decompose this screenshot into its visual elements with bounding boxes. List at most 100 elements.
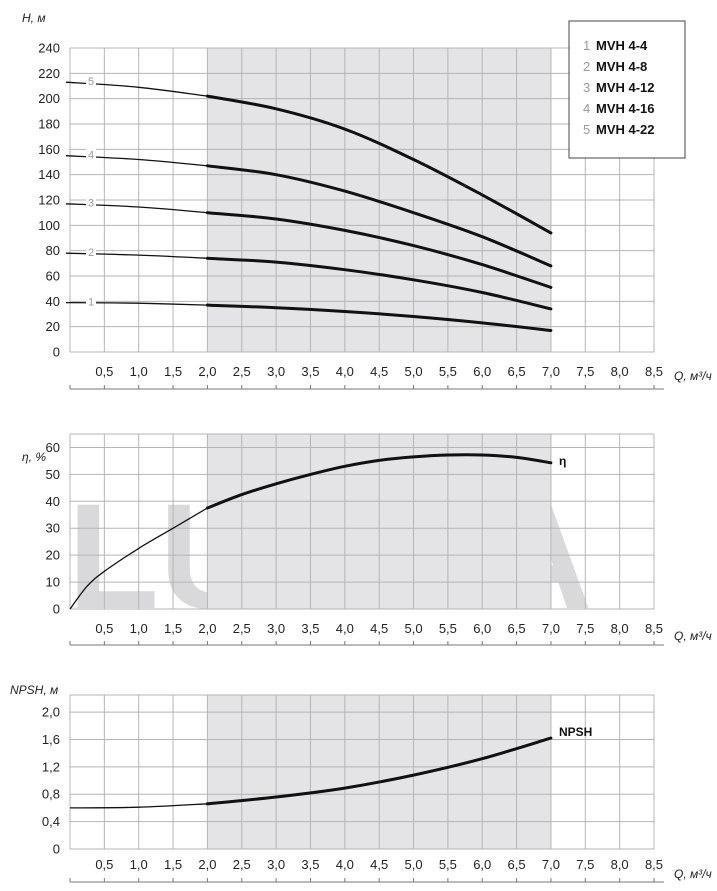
efficiency-x-tick-label: 7,5 — [576, 621, 594, 636]
npsh-y-tick-label: 0,8 — [42, 787, 60, 802]
npsh-x-tick-label: 7,0 — [542, 857, 560, 872]
head-x-tick-label: 8,5 — [645, 364, 663, 379]
efficiency-chart: 0 10 20 30 40 50 60 0,5 1,0 1,5 2,0 2,5 3,0 3,5 4,0 4,5… — [22, 433, 712, 646]
efficiency-x-tick-label: 3,0 — [267, 621, 285, 636]
npsh-x-tick-label: 5,0 — [404, 857, 422, 872]
npsh-y-tick-label: 1,6 — [42, 732, 60, 747]
curve-number-background — [86, 295, 96, 308]
curve-number-4: 4 — [88, 150, 94, 162]
head-curve-4 — [205, 164, 553, 268]
npsh-y-tick-label: 1,2 — [42, 759, 60, 774]
legend-number-5: 5 — [583, 122, 590, 137]
efficiency-y-tick-label: 0 — [53, 602, 60, 617]
legend-number-1: 1 — [583, 38, 590, 53]
npsh-x-tick-label: 6,5 — [508, 857, 526, 872]
npsh-x-tick-label: 3,0 — [267, 857, 285, 872]
npsh-x-tick-label: 0,5 — [95, 857, 113, 872]
curve-number-5: 5 — [88, 76, 94, 88]
legend-entry-5: MVH 4-22 — [596, 122, 655, 137]
head-y-tick-label: 160 — [38, 142, 60, 157]
curve-number-background — [86, 148, 96, 161]
head-curve-3 — [205, 211, 553, 289]
npsh-curve-1 — [205, 736, 553, 806]
curve-number-1: 1 — [88, 297, 94, 309]
legend-box — [568, 20, 686, 159]
head-curve-5-outside-range — [65, 81, 208, 97]
head-y-tick-label: 240 — [38, 41, 60, 56]
head-x-tick-label: 0,5 — [95, 364, 113, 379]
npsh-curve-label: NPSH — [559, 725, 592, 739]
legend-entry-3: MVH 4-12 — [596, 80, 655, 95]
npsh-x-tick-label: 3,5 — [301, 857, 319, 872]
head-x-tick-label: 1,5 — [164, 364, 182, 379]
head-x-tick-label: 3,0 — [267, 364, 285, 379]
npsh-y-tick-label: 2,0 — [42, 705, 60, 720]
head-curve-2 — [205, 256, 553, 311]
head-curve-1-outside-range — [65, 301, 208, 306]
efficiency-x-tick-label: 7,0 — [542, 621, 560, 636]
head-x-tick-label: 5,0 — [404, 364, 422, 379]
npsh-x-tick-label: 6,0 — [473, 857, 491, 872]
head-y-tick-label: 100 — [38, 218, 60, 233]
head-y-tick-label: 180 — [38, 117, 60, 132]
efficiency-y-tick-label: 50 — [46, 467, 60, 482]
legend-number-3: 3 — [583, 80, 590, 95]
npsh-x-tick-label: 8,5 — [645, 857, 663, 872]
legend-number-2: 2 — [583, 59, 590, 74]
legend-entry-2: MVH 4-8 — [596, 59, 647, 74]
head-chart: 0 20 40 60 80 100 120 140 160 180 200 220 240 0,5 1,0 1… — [22, 11, 712, 390]
efficiency-x-tick-label: 6,0 — [473, 621, 491, 636]
efficiency-y-axis-title: η, % — [22, 450, 46, 464]
efficiency-x-tick-label: 6,5 — [508, 621, 526, 636]
efficiency-x-tick-label: 2,5 — [233, 621, 251, 636]
head-y-tick-label: 40 — [46, 294, 60, 309]
efficiency-y-tick-label: 30 — [46, 521, 60, 536]
curve-number-background — [86, 246, 96, 259]
efficiency-x-tick-label: 4,0 — [336, 621, 354, 636]
npsh-x-tick-label: 2,0 — [198, 857, 216, 872]
efficiency-x-tick-label: 1,0 — [130, 621, 148, 636]
efficiency-x-tick-label: 4,5 — [370, 621, 388, 636]
legend: 1 MVH 4-4 2 MVH 4-8 3 MVH 4-12 4 MVH 4-16 5 MVH 4… — [568, 20, 686, 159]
head-curve-3-outside-range — [65, 203, 208, 214]
efficiency-x-tick-label: 5,5 — [439, 621, 457, 636]
head-x-axis-title: Q, м³/ч — [674, 369, 712, 383]
head-x-tick-label: 7,0 — [542, 364, 560, 379]
legend-entry-4: MVH 4-16 — [596, 101, 655, 116]
legend-number-4: 4 — [583, 101, 590, 116]
efficiency-x-tick-label: 0,5 — [95, 621, 113, 636]
npsh-curve-1-outside-range — [69, 803, 208, 809]
npsh-y-tick-label: 0,4 — [42, 814, 60, 829]
head-curve-2-outside-range — [65, 252, 208, 259]
efficiency-y-tick-label: 60 — [46, 440, 60, 455]
curve-number-background — [86, 196, 96, 209]
npsh-x-tick-label: 1,5 — [164, 857, 182, 872]
efficiency-x-tick-label: 1,5 — [164, 621, 182, 636]
npsh-x-tick-label: 4,5 — [370, 857, 388, 872]
head-y-tick-label: 20 — [46, 319, 60, 334]
head-y-tick-label: 80 — [46, 243, 60, 258]
head-x-tick-label: 3,5 — [301, 364, 319, 379]
curve-number-2: 2 — [88, 247, 94, 259]
efficiency-y-tick-label: 20 — [46, 548, 60, 563]
legend-entry-1: MVH 4-4 — [596, 38, 648, 53]
head-y-tick-label: 200 — [38, 91, 60, 106]
head-x-tick-label: 8,0 — [611, 364, 629, 379]
npsh-y-tick-label: 0 — [53, 842, 60, 857]
head-x-tick-label: 2,5 — [233, 364, 251, 379]
curve-number-3: 3 — [88, 198, 94, 210]
head-y-tick-label: 140 — [38, 167, 60, 182]
efficiency-curve-1 — [205, 453, 553, 510]
efficiency-x-tick-label: 5,0 — [404, 621, 422, 636]
head-x-tick-label: 6,5 — [508, 364, 526, 379]
head-x-tick-label: 4,0 — [336, 364, 354, 379]
npsh-x-tick-label: 5,5 — [439, 857, 457, 872]
npsh-x-tick-label: 4,0 — [336, 857, 354, 872]
head-curve-1 — [205, 303, 553, 332]
head-x-tick-label: 6,0 — [473, 364, 491, 379]
head-y-tick-label: 60 — [46, 269, 60, 284]
head-y-tick-label: 220 — [38, 66, 60, 81]
head-x-tick-label: 1,0 — [130, 364, 148, 379]
